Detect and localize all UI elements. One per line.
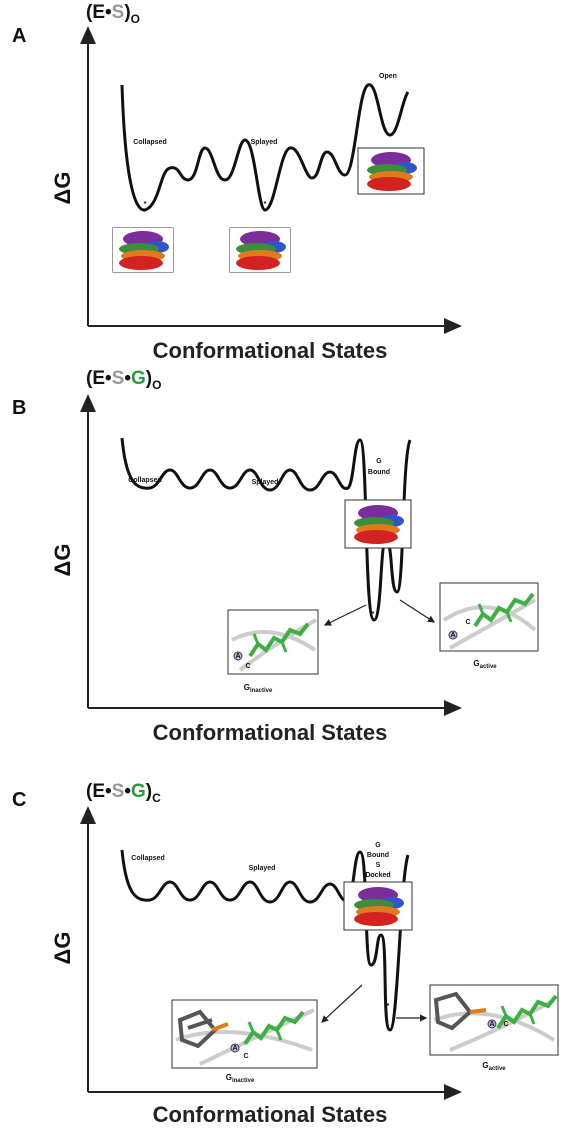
state-label: Splayed bbox=[252, 479, 279, 486]
caption-subscript: inactive bbox=[250, 688, 273, 694]
residue-label: C bbox=[465, 619, 470, 626]
complex-subscript: O bbox=[131, 12, 140, 26]
complex-part: • bbox=[124, 781, 131, 802]
structure-image bbox=[348, 884, 408, 928]
y-axis-label: ΔG bbox=[50, 544, 75, 577]
state-label: Bound bbox=[367, 852, 389, 859]
state-label: Collapsed bbox=[131, 855, 164, 862]
panel-label: A bbox=[12, 25, 26, 47]
state-label: G bbox=[376, 458, 382, 465]
complex-part: G bbox=[131, 368, 146, 389]
minimum-mark: * bbox=[264, 201, 267, 208]
complex-part: ) bbox=[146, 781, 152, 802]
residue-marker bbox=[233, 651, 243, 661]
arrow bbox=[323, 604, 367, 626]
inset-caption: Gactive bbox=[482, 1061, 506, 1072]
caption-part: G bbox=[244, 683, 250, 692]
residue-label: A bbox=[489, 1021, 494, 1028]
inset-caption: Ginactive bbox=[226, 1073, 255, 1084]
x-axis-label: Conformational States bbox=[153, 1102, 388, 1127]
complex-subscript: C bbox=[152, 791, 161, 805]
complex-subscript: O bbox=[152, 378, 161, 392]
inset-caption: Ginactive bbox=[244, 683, 273, 694]
structure-image bbox=[113, 228, 173, 272]
state-label: Collapsed bbox=[128, 477, 161, 484]
state-label: Docked bbox=[365, 872, 390, 879]
residue-label: C bbox=[245, 663, 250, 670]
residue-label: A bbox=[450, 632, 455, 639]
state-label: Bound bbox=[368, 469, 390, 476]
state-label: Splayed bbox=[249, 865, 276, 872]
complex-part: S bbox=[112, 368, 125, 389]
caption-part: G bbox=[226, 1073, 232, 1082]
complex-part: (E• bbox=[86, 368, 112, 389]
complex-part: (E• bbox=[86, 781, 112, 802]
caption-part: G bbox=[482, 1061, 488, 1070]
complex-part: (E• bbox=[86, 2, 112, 23]
structure-image bbox=[230, 228, 290, 272]
structure-image bbox=[348, 502, 408, 546]
panel-label: C bbox=[12, 789, 26, 811]
complex-part: S bbox=[112, 781, 125, 802]
y-axis-label: ΔG bbox=[50, 172, 75, 205]
energy-curve bbox=[120, 849, 410, 1032]
complex-part: ) bbox=[146, 368, 152, 389]
complex-part: • bbox=[124, 368, 131, 389]
state-label: Splayed bbox=[251, 139, 278, 146]
rna-backbone bbox=[442, 598, 537, 650]
x-axis-label: Conformational States bbox=[153, 338, 388, 363]
state-label: Collapsed bbox=[133, 139, 166, 146]
complex-label: (E•S•G)O bbox=[86, 368, 161, 392]
complex-label: (E•S)O bbox=[86, 2, 140, 26]
y-axis-label: ΔG bbox=[50, 932, 75, 965]
state-label: G bbox=[375, 842, 381, 849]
complex-part: ) bbox=[124, 2, 130, 23]
energy-curve bbox=[120, 437, 412, 622]
minimum-mark: * bbox=[372, 611, 375, 618]
state-label: S bbox=[376, 862, 381, 869]
residue-marker bbox=[448, 630, 458, 640]
residue-label: C bbox=[243, 1053, 248, 1060]
residue-label: A bbox=[232, 1045, 237, 1052]
nucleotide-sticks bbox=[433, 991, 473, 1031]
nucleotide-sticks bbox=[177, 1009, 218, 1049]
x-axis-label: Conformational States bbox=[153, 720, 388, 745]
phosphate-stick bbox=[469, 1008, 487, 1014]
state-label: Open bbox=[379, 73, 397, 80]
energy-curve bbox=[120, 83, 410, 212]
caption-subscript: active bbox=[489, 1066, 507, 1072]
arrow bbox=[321, 984, 363, 1023]
minimum-mark: * bbox=[387, 1003, 390, 1010]
caption-subscript: active bbox=[480, 664, 498, 670]
minimum-mark: * bbox=[144, 201, 147, 208]
caption-part: G bbox=[473, 659, 479, 668]
panel-label: B bbox=[12, 397, 26, 419]
residue-label: C bbox=[503, 1021, 508, 1028]
residue-marker bbox=[230, 1043, 240, 1053]
complex-part: G bbox=[131, 781, 146, 802]
complex-part: S bbox=[112, 2, 125, 23]
residue-label: A bbox=[235, 653, 240, 660]
inset-caption: Gactive bbox=[473, 659, 497, 670]
complex-label: (E•S•G)C bbox=[86, 781, 161, 805]
structure-image bbox=[361, 149, 421, 193]
phosphate-stick bbox=[211, 1022, 229, 1032]
residue-marker bbox=[487, 1019, 497, 1029]
caption-subscript: inactive bbox=[232, 1078, 255, 1084]
arrow bbox=[399, 599, 436, 623]
